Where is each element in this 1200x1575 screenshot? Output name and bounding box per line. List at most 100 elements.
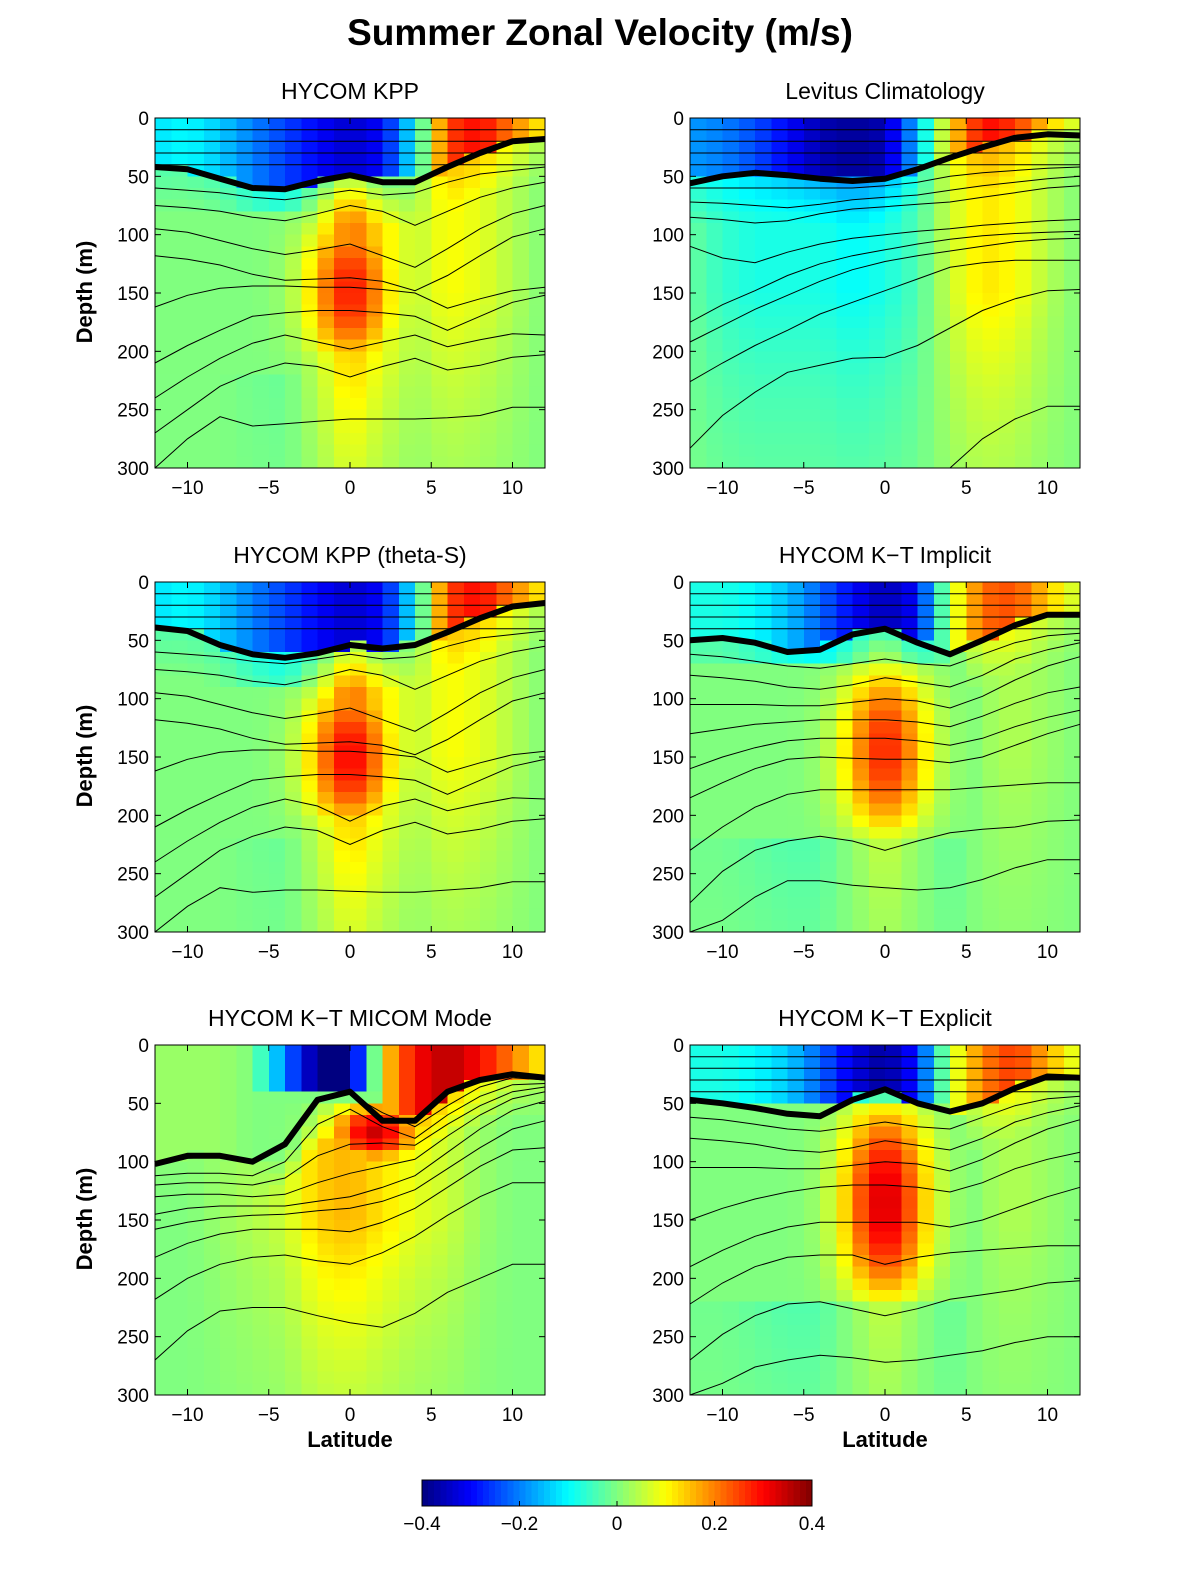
velocity-cell bbox=[738, 675, 756, 688]
velocity-cell bbox=[820, 1115, 837, 1128]
velocity-cell bbox=[431, 153, 449, 166]
velocity-cell bbox=[982, 129, 1000, 142]
velocity-cell bbox=[382, 328, 400, 341]
velocity-cell bbox=[966, 164, 984, 177]
velocity-cell bbox=[706, 164, 724, 177]
velocity-cell bbox=[171, 398, 189, 411]
velocity-cell bbox=[755, 757, 772, 770]
velocity-cell bbox=[431, 908, 449, 921]
velocity-cell bbox=[512, 1243, 530, 1256]
velocity-cell bbox=[787, 850, 805, 863]
y-tick-label: 300 bbox=[652, 923, 684, 944]
velocity-cell bbox=[771, 1243, 789, 1256]
velocity-cell bbox=[868, 873, 886, 886]
velocity-cell bbox=[1031, 582, 1049, 595]
velocity-cell bbox=[366, 1360, 384, 1373]
y-tick-label: 200 bbox=[652, 1269, 684, 1290]
velocity-cell bbox=[155, 246, 172, 259]
velocity-cell bbox=[901, 1103, 919, 1116]
velocity-cell bbox=[998, 316, 1016, 329]
velocity-cell bbox=[868, 920, 886, 933]
velocity-cell bbox=[1015, 710, 1032, 723]
velocity-cell bbox=[836, 827, 854, 840]
velocity-cell bbox=[885, 815, 902, 828]
velocity-cell bbox=[885, 363, 902, 376]
velocity-cell bbox=[496, 1185, 514, 1198]
velocity-cell bbox=[431, 421, 449, 434]
velocity-cell bbox=[690, 1056, 707, 1069]
velocity-cell bbox=[1015, 421, 1032, 434]
velocity-cell bbox=[933, 1080, 951, 1093]
velocity-cell bbox=[966, 698, 984, 711]
velocity-cell bbox=[301, 862, 319, 875]
velocity-cell bbox=[1063, 628, 1081, 641]
velocity-cell bbox=[415, 733, 432, 746]
velocity-cell bbox=[706, 1208, 724, 1221]
velocity-cell bbox=[317, 1325, 335, 1338]
velocity-cell bbox=[787, 1138, 805, 1151]
velocity-cell bbox=[528, 234, 546, 247]
velocity-cell bbox=[917, 815, 935, 828]
velocity-cell bbox=[755, 710, 772, 723]
velocity-cell bbox=[236, 1161, 254, 1174]
velocity-cell bbox=[803, 593, 821, 606]
velocity-cell bbox=[1063, 118, 1081, 131]
velocity-cell bbox=[803, 1045, 821, 1058]
velocity-cell bbox=[690, 780, 707, 793]
velocity-cell bbox=[820, 1196, 837, 1209]
colorbar-segment bbox=[598, 1480, 606, 1506]
figure-title: Summer Zonal Velocity (m/s) bbox=[347, 12, 853, 53]
velocity-cell bbox=[366, 897, 384, 910]
velocity-cell bbox=[512, 652, 530, 665]
velocity-cell bbox=[366, 269, 384, 282]
velocity-cell bbox=[447, 1068, 465, 1081]
velocity-cell bbox=[301, 339, 319, 352]
velocity-cell bbox=[966, 815, 984, 828]
velocity-cell bbox=[431, 281, 449, 294]
velocity-cell bbox=[496, 363, 514, 376]
velocity-cell bbox=[901, 850, 919, 863]
velocity-cell bbox=[933, 1290, 951, 1303]
velocity-cell bbox=[463, 328, 481, 341]
velocity-cell bbox=[933, 1150, 951, 1163]
velocity-cell bbox=[398, 351, 416, 364]
velocity-cell bbox=[366, 1068, 384, 1081]
y-tick-label: 250 bbox=[652, 1328, 684, 1349]
velocity-cell bbox=[382, 398, 400, 411]
velocity-cell bbox=[982, 850, 1000, 863]
velocity-cell bbox=[333, 1360, 351, 1373]
colorbar-segment bbox=[623, 1480, 630, 1506]
velocity-cell bbox=[317, 1255, 335, 1268]
velocity-cell bbox=[480, 199, 497, 212]
velocity-cell bbox=[447, 768, 465, 781]
velocity-cell bbox=[852, 873, 870, 886]
velocity-cell bbox=[236, 444, 254, 457]
velocity-cell bbox=[820, 1150, 837, 1163]
velocity-cell bbox=[155, 1243, 172, 1256]
velocity-cell bbox=[901, 1161, 919, 1174]
velocity-cell bbox=[690, 885, 707, 898]
velocity-cell bbox=[187, 1080, 205, 1093]
velocity-cell bbox=[431, 652, 449, 665]
velocity-cell bbox=[722, 293, 740, 306]
velocity-cell bbox=[868, 1138, 886, 1151]
velocity-cell bbox=[787, 1336, 805, 1349]
velocity-cell bbox=[350, 328, 367, 341]
velocity-cell bbox=[1031, 1383, 1049, 1396]
velocity-cell bbox=[820, 792, 837, 805]
velocity-cell bbox=[771, 1115, 789, 1128]
velocity-cell bbox=[496, 153, 514, 166]
velocity-cell bbox=[171, 1138, 189, 1151]
velocity-cell bbox=[252, 1126, 270, 1139]
velocity-cell bbox=[722, 1091, 740, 1104]
velocity-cell bbox=[431, 1138, 449, 1151]
velocity-cell bbox=[868, 129, 886, 142]
velocity-cell bbox=[755, 456, 772, 469]
velocity-cell bbox=[447, 1371, 465, 1384]
velocity-cell bbox=[512, 1220, 530, 1233]
velocity-cell bbox=[268, 605, 286, 618]
velocity-cell bbox=[431, 433, 449, 446]
velocity-cell bbox=[787, 223, 805, 236]
velocity-cell bbox=[415, 1360, 432, 1373]
velocity-cell bbox=[885, 351, 902, 364]
